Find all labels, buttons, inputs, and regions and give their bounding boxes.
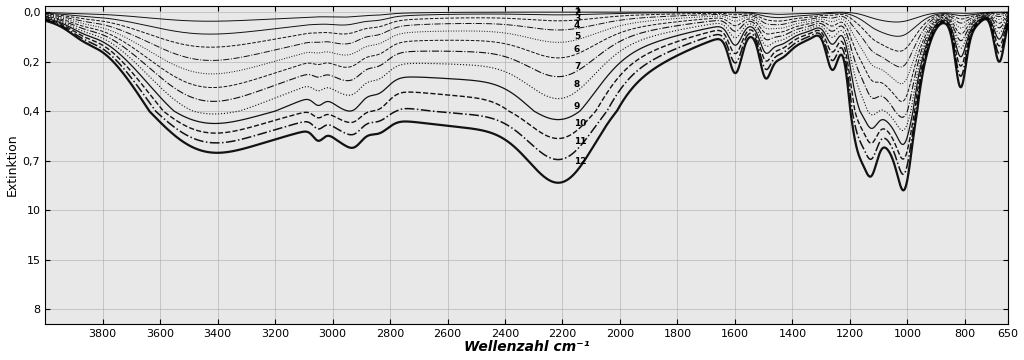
Text: 10: 10 bbox=[574, 120, 587, 129]
Y-axis label: Extinktion: Extinktion bbox=[5, 134, 18, 197]
Text: 5: 5 bbox=[574, 32, 581, 41]
Text: 8: 8 bbox=[574, 80, 581, 89]
Text: 4: 4 bbox=[574, 22, 581, 31]
Text: 1: 1 bbox=[574, 6, 581, 15]
Text: 9: 9 bbox=[574, 102, 581, 111]
Text: 11: 11 bbox=[574, 138, 587, 147]
Text: 7: 7 bbox=[574, 62, 581, 71]
Text: 2: 2 bbox=[574, 9, 581, 18]
X-axis label: Wellenzahl cm⁻¹: Wellenzahl cm⁻¹ bbox=[464, 341, 590, 355]
Text: 6: 6 bbox=[574, 45, 581, 54]
Text: 3: 3 bbox=[574, 14, 581, 23]
Text: 12: 12 bbox=[574, 157, 587, 166]
